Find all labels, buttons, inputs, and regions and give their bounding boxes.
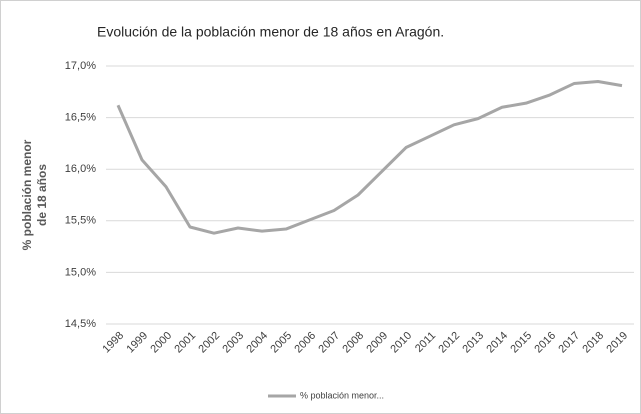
y-tick-label: 17,0% bbox=[65, 60, 96, 72]
line-series bbox=[116, 79, 623, 235]
y-axis-label-line: % población menor bbox=[20, 139, 34, 250]
y-tick-label: 16,5% bbox=[65, 112, 96, 124]
chart-title: Evolución de la población menor de 18 añ… bbox=[97, 24, 444, 40]
y-tick-label: 14,5% bbox=[65, 318, 96, 330]
legend-label: % población menor... bbox=[300, 390, 384, 400]
y-axis-label: % población menorde 18 años bbox=[20, 139, 49, 250]
y-axis-label-line: de 18 años bbox=[35, 164, 49, 226]
y-tick-label: 15,0% bbox=[65, 266, 96, 278]
y-tick-label: 15,5% bbox=[65, 215, 96, 227]
y-tick-label: 16,0% bbox=[65, 163, 96, 175]
